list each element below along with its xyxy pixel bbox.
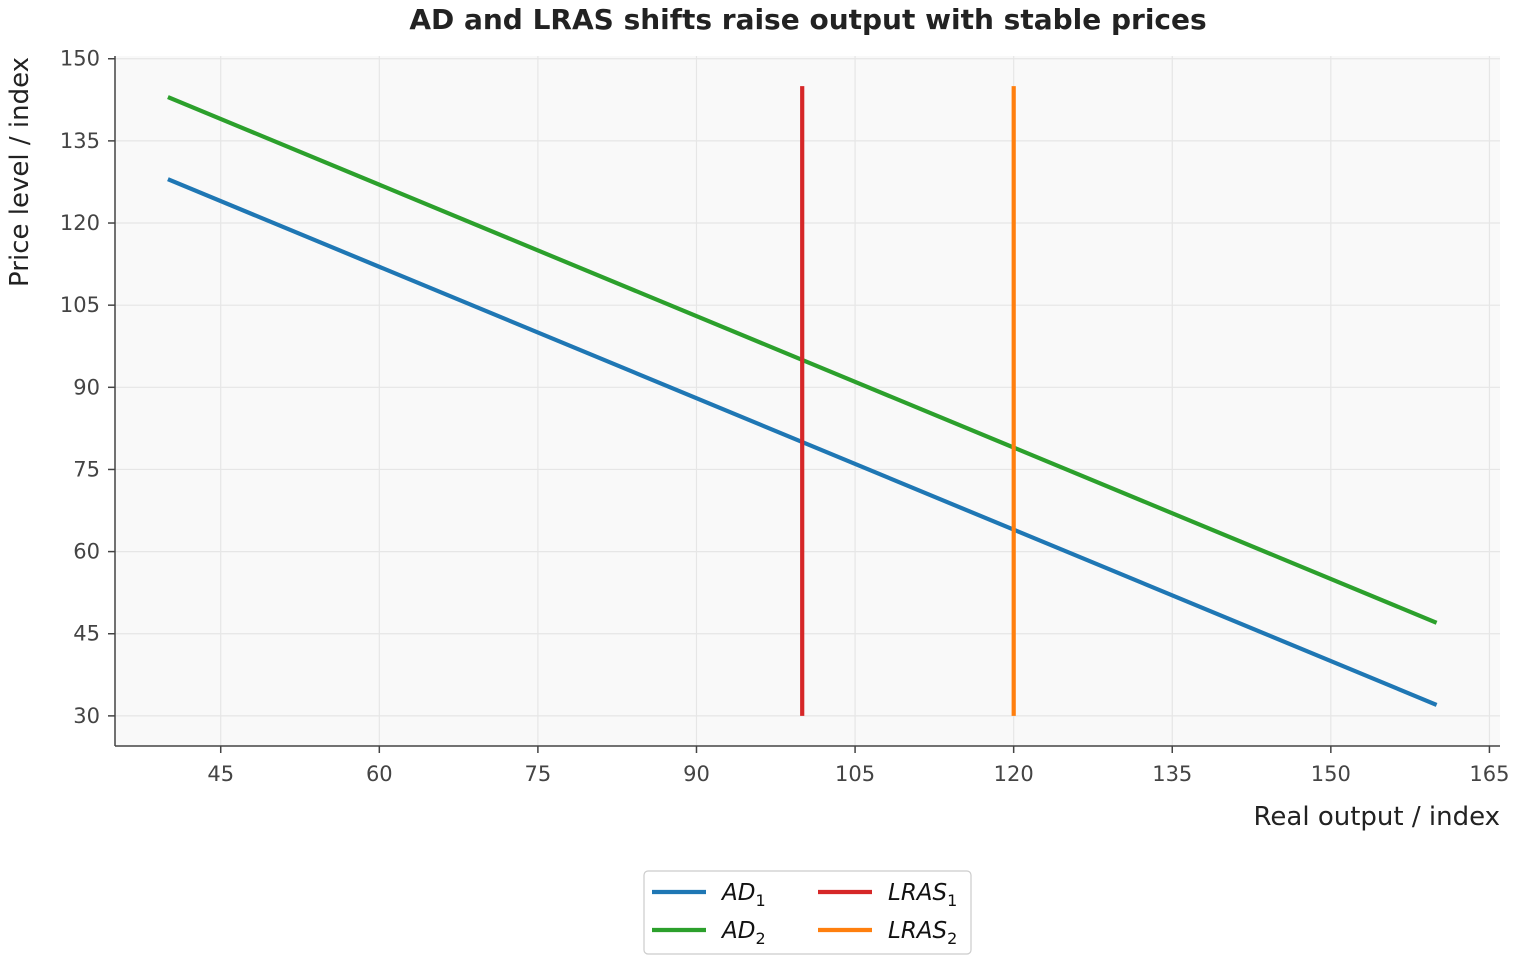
series-group	[167, 86, 1438, 716]
y-tick-label: 90	[73, 375, 100, 399]
y-axis-label: Price level / index	[5, 57, 35, 287]
x-tick-label: 90	[683, 762, 710, 786]
x-tick-label: 150	[1311, 762, 1351, 786]
chart-title: AD and LRAS shifts raise output with sta…	[409, 3, 1206, 36]
x-tick-label: 45	[207, 762, 234, 786]
x-axis-label: Real output / index	[1254, 802, 1501, 832]
x-tick-label: 135	[1152, 762, 1192, 786]
x-ticks: 45 60 75 90 105 120 135 150 165	[207, 746, 1509, 786]
y-tick-label: 30	[73, 704, 100, 728]
x-tick-label: 75	[525, 762, 552, 786]
legend-entry: LRAS1	[888, 880, 957, 910]
y-tick-label: 120	[60, 211, 100, 235]
x-tick-label: 165	[1469, 762, 1509, 786]
y-tick-label: 60	[73, 540, 100, 564]
x-tick-label: 120	[994, 762, 1034, 786]
y-tick-label: 75	[73, 457, 100, 481]
y-tick-label: 150	[60, 47, 100, 71]
y-tick-label: 105	[60, 293, 100, 317]
legend-entry: LRAS2	[888, 918, 957, 948]
x-tick-label: 60	[366, 762, 393, 786]
y-tick-label: 45	[73, 622, 100, 646]
y-ticks: 30 45 60 75 90 105 120 135 150	[60, 47, 115, 728]
legend-frame	[643, 870, 972, 955]
x-tick-label: 105	[835, 762, 875, 786]
y-tick-label: 135	[60, 129, 100, 153]
